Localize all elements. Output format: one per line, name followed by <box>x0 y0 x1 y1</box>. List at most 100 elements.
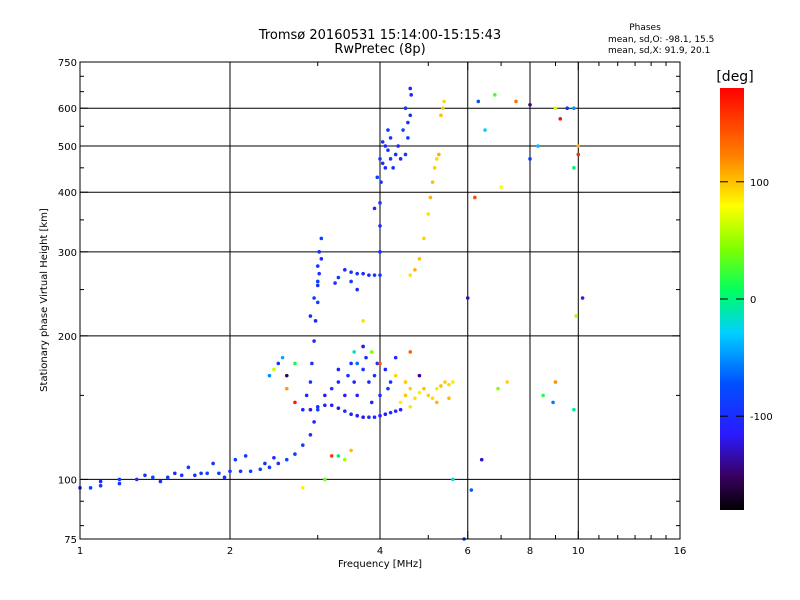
x-tick-label: 8 <box>527 546 533 557</box>
data-point <box>434 386 439 391</box>
data-point <box>536 144 540 148</box>
data-point <box>479 457 484 462</box>
data-point <box>388 410 393 415</box>
y-axis-label: Stationary phase Virtual Height [km] <box>39 208 50 392</box>
data-point <box>409 93 413 97</box>
data-point <box>158 479 163 484</box>
data-point <box>422 386 426 391</box>
data-point <box>343 268 347 272</box>
data-point <box>117 477 122 482</box>
data-point <box>572 166 576 170</box>
data-point <box>193 473 197 478</box>
data-point <box>355 271 359 276</box>
stats-x-mode: mean, sd,X: 91.9, 20.1 <box>608 46 710 56</box>
data-point <box>267 373 272 378</box>
data-point <box>393 373 398 378</box>
x-tick-label: 4 <box>377 546 383 557</box>
data-point <box>355 361 359 366</box>
colorbar-tick-label: 0 <box>750 295 756 306</box>
data-point <box>233 457 238 462</box>
data-point <box>336 380 341 384</box>
data-point <box>383 412 388 416</box>
data-point <box>565 106 569 111</box>
data-point <box>398 400 403 405</box>
data-point <box>369 400 374 405</box>
data-point <box>323 403 327 408</box>
data-point <box>367 273 371 277</box>
data-point <box>398 157 403 161</box>
data-point <box>349 270 353 274</box>
data-point <box>375 361 380 366</box>
data-point <box>439 113 443 118</box>
data-point <box>499 185 503 189</box>
data-point <box>308 433 313 437</box>
y-tick-label: 750 <box>58 58 77 69</box>
data-point <box>349 361 353 366</box>
data-point <box>580 296 585 300</box>
data-point <box>272 367 276 372</box>
data-point <box>398 407 403 412</box>
data-point <box>380 161 385 166</box>
data-point <box>417 257 422 261</box>
data-point <box>426 393 431 398</box>
data-point <box>199 471 203 476</box>
data-point <box>317 271 321 276</box>
data-point <box>352 380 356 384</box>
data-point <box>134 477 139 482</box>
data-point <box>441 106 445 111</box>
data-point <box>186 465 191 470</box>
data-point <box>238 469 243 474</box>
data-point <box>301 443 305 447</box>
data-point <box>379 180 383 184</box>
data-point <box>576 144 581 148</box>
data-point <box>451 380 455 384</box>
data-point <box>469 488 474 492</box>
axis-ticks: 1 2 4 6 8 10 16 75 100 200 300 400 500 600 750 <box>58 58 686 557</box>
data-point <box>315 300 320 305</box>
data-point <box>349 412 353 416</box>
data-point <box>383 367 388 372</box>
data-point <box>364 355 368 360</box>
data-point <box>408 273 413 277</box>
data-point <box>386 128 390 132</box>
data-point <box>383 166 388 170</box>
data-point <box>483 128 487 132</box>
data-point <box>553 380 558 384</box>
data-point <box>355 393 359 398</box>
data-point <box>372 415 377 420</box>
data-point <box>551 400 555 405</box>
y-tick-label: 75 <box>64 535 77 546</box>
y-tick-label: 400 <box>58 188 77 199</box>
data-point <box>367 415 371 420</box>
data-point <box>293 361 297 366</box>
colorbar-tick-label: 100 <box>750 178 769 189</box>
stats-heading: Phases <box>629 23 661 33</box>
data-point <box>574 314 578 318</box>
data-point <box>361 367 365 372</box>
data-point <box>386 148 390 152</box>
data-point <box>329 403 334 408</box>
data-point <box>375 175 380 180</box>
data-point <box>312 296 316 300</box>
data-point <box>572 407 576 412</box>
data-point <box>315 407 320 412</box>
data-point <box>308 380 313 384</box>
data-point <box>343 457 347 462</box>
data-point <box>473 195 477 200</box>
data-point <box>380 140 385 144</box>
data-point <box>308 407 313 412</box>
data-point <box>355 413 359 418</box>
data-point <box>393 409 398 413</box>
data-point <box>151 475 155 480</box>
data-point <box>346 373 350 378</box>
data-point <box>280 355 285 360</box>
data-point <box>393 152 398 157</box>
data-point <box>98 479 103 484</box>
data-point <box>403 380 408 384</box>
data-point <box>323 477 327 482</box>
data-point <box>541 393 545 398</box>
chart-title: Tromsø 20160531 15:14:00-15:15:43 <box>258 28 501 43</box>
y-tick-label: 600 <box>58 104 77 115</box>
data-point <box>388 380 393 384</box>
